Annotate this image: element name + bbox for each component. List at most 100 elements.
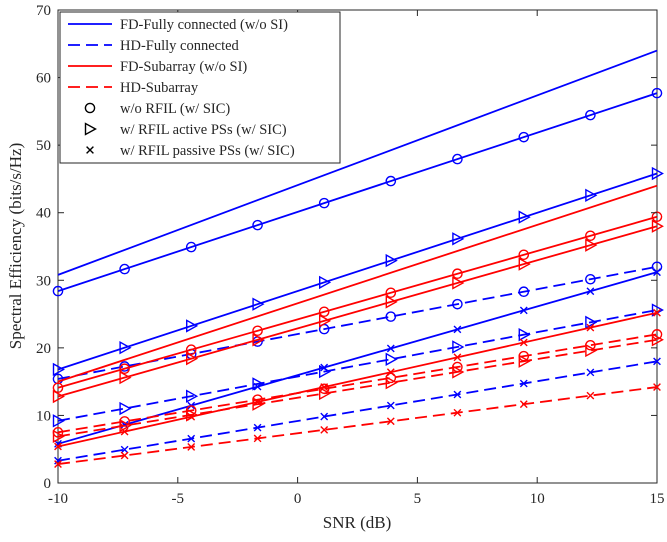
data-point — [52, 429, 65, 444]
series-line — [57, 184, 658, 383]
data-point — [452, 153, 463, 165]
data-point — [452, 365, 465, 379]
legend-box — [59, 11, 341, 164]
data-point — [651, 211, 663, 223]
series-line — [57, 172, 658, 371]
data-point — [54, 442, 62, 451]
x-tick-label: 0 — [294, 491, 302, 507]
data-point — [186, 389, 199, 403]
legend-marker-sample — [84, 102, 96, 114]
data-point — [318, 386, 332, 401]
data-point — [519, 306, 528, 315]
data-point — [52, 362, 65, 377]
data-point — [452, 298, 463, 310]
legend-entry: HD-Subarray — [68, 80, 199, 96]
series-line — [57, 338, 658, 438]
data-point — [586, 323, 595, 332]
data-point — [318, 197, 330, 209]
series-7 — [54, 357, 661, 465]
data-point — [651, 261, 663, 273]
data-point — [120, 451, 129, 460]
data-point — [452, 268, 463, 280]
data-point — [385, 253, 398, 268]
data-point — [653, 357, 661, 366]
data-point — [651, 87, 663, 99]
series-3 — [52, 166, 664, 377]
data-point — [653, 308, 661, 317]
data-point — [586, 287, 595, 296]
legend-entry: w/o RFIL (w/ SIC) — [84, 101, 230, 117]
series-1 — [57, 49, 658, 276]
data-point — [253, 434, 262, 443]
data-point — [119, 341, 132, 355]
x-tick-label: 10 — [530, 491, 545, 507]
series-6 — [52, 303, 664, 428]
data-point — [252, 297, 265, 311]
data-point — [186, 351, 199, 366]
data-point — [252, 219, 263, 231]
data-point — [518, 131, 530, 143]
data-point — [119, 401, 132, 416]
data-point — [385, 311, 397, 322]
series-line — [57, 333, 658, 434]
series-line — [57, 311, 658, 448]
data-point — [585, 188, 598, 202]
series-2 — [52, 87, 663, 297]
data-point — [320, 412, 329, 421]
y-tick-label: 0 — [44, 476, 52, 492]
legend-label: w/ RFIL passive PSs (w/ SIC) — [120, 143, 295, 159]
data-point — [585, 230, 596, 242]
data-point — [52, 414, 65, 428]
data-point — [318, 275, 332, 290]
y-tick-label: 10 — [36, 408, 51, 424]
data-point — [253, 423, 262, 432]
data-point — [252, 377, 265, 391]
series-line — [57, 265, 658, 380]
y-tick-label: 50 — [36, 138, 51, 154]
x-tick-label: -10 — [48, 491, 68, 507]
data-point — [586, 391, 595, 400]
legend-label: FD-Fully connected (w/o SI) — [120, 17, 288, 33]
data-point — [452, 276, 465, 290]
series-10 — [52, 219, 664, 404]
data-point — [452, 232, 465, 246]
series-8 — [57, 184, 658, 383]
data-point — [518, 286, 530, 298]
legend-entry: w/ RFIL active PSs (w/ SIC) — [84, 122, 287, 138]
data-point — [119, 363, 130, 375]
data-point — [187, 443, 196, 451]
data-point — [52, 382, 64, 394]
data-point — [385, 352, 398, 366]
data-point — [585, 238, 598, 252]
data-point — [453, 353, 462, 362]
data-point — [518, 257, 531, 271]
x-tick-label: 5 — [414, 491, 422, 507]
series-14 — [54, 383, 661, 468]
legend-label: FD-Subarray (w/o SI) — [120, 59, 247, 75]
y-tick-label: 70 — [36, 3, 51, 19]
series-line — [57, 386, 658, 465]
data-point — [252, 397, 265, 411]
data-point — [519, 400, 528, 409]
y-tick-label: 60 — [36, 71, 51, 87]
series-line — [57, 309, 658, 422]
data-point — [119, 370, 132, 385]
data-point — [653, 268, 661, 277]
data-point — [518, 210, 531, 224]
data-point — [320, 425, 329, 434]
data-point — [54, 460, 62, 468]
data-point — [385, 287, 397, 299]
legend-entry: FD-Fully connected (w/o SI) — [68, 17, 288, 33]
legend-entry: FD-Subarray (w/o SI) — [68, 59, 247, 75]
data-point — [119, 263, 130, 275]
data-point — [187, 434, 196, 443]
series-line — [57, 225, 658, 398]
x-tick-label: -5 — [172, 491, 185, 507]
data-point — [52, 389, 65, 404]
legend-label: HD-Subarray — [120, 80, 199, 96]
y-tick-label: 30 — [36, 273, 51, 289]
series-9 — [52, 211, 663, 394]
y-tick-label: 20 — [36, 341, 51, 357]
data-point — [186, 319, 199, 333]
